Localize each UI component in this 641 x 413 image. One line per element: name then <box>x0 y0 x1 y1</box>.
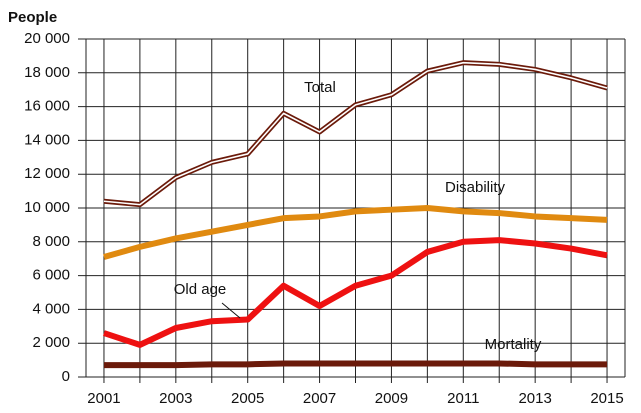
series-label: Disability <box>445 179 506 196</box>
x-tick-label: 2013 <box>518 390 551 407</box>
y-tick-label: 0 <box>62 368 70 385</box>
y-tick-label: 6 000 <box>32 267 70 284</box>
leader-line <box>221 302 241 319</box>
y-tick-label: 14 000 <box>24 131 70 148</box>
y-tick-label: 4 000 <box>32 300 70 317</box>
series-label: Total <box>304 79 336 96</box>
y-tick-label: 18 000 <box>24 64 70 81</box>
x-tick-label: 2009 <box>375 390 408 407</box>
y-tick-label: 12 000 <box>24 165 70 182</box>
y-tick-label: 16 000 <box>24 98 70 115</box>
y-tick-label: 20 000 <box>24 30 70 47</box>
series-line <box>103 360 608 369</box>
series-label: Old age <box>174 281 227 298</box>
y-axis-label: People <box>8 9 57 26</box>
y-tick-label: 8 000 <box>32 233 70 250</box>
x-tick-label: 2015 <box>590 390 623 407</box>
series-label: Mortality <box>485 336 542 353</box>
series-line-inner <box>103 61 608 206</box>
x-tick-label: 2011 <box>447 390 479 407</box>
x-tick-label: 2005 <box>231 390 264 407</box>
x-tick-label: 2001 <box>87 390 120 407</box>
series-line <box>103 237 608 348</box>
x-tick-label: 2007 <box>303 390 336 407</box>
x-tick-label: 2003 <box>159 390 192 407</box>
y-tick-label: 2 000 <box>32 334 70 351</box>
y-tick-label: 10 000 <box>24 199 70 216</box>
series-line <box>103 205 608 260</box>
